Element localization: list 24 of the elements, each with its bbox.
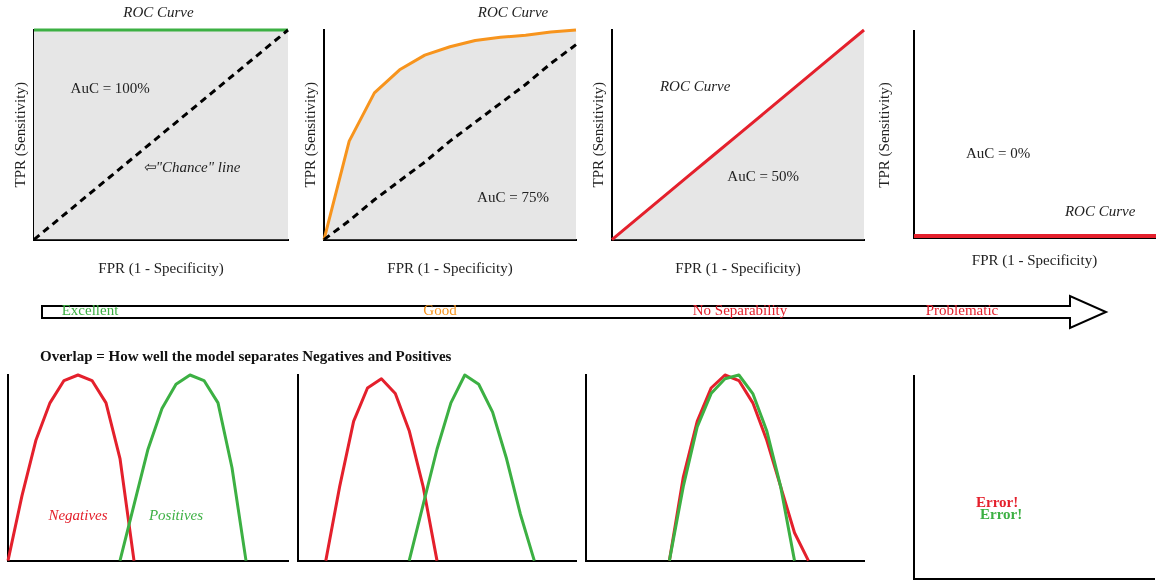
annotation: Negatives — [47, 506, 108, 523]
text: ROC Curve — [1063, 203, 1137, 221]
y-axis-title: TPR (Sensitivity) — [11, 82, 29, 188]
annotation: AuC = 50% — [727, 167, 800, 184]
x-axis-title: FPR (1 - Specificity) — [387, 259, 513, 277]
text: TPR (Sensitivity) — [875, 82, 893, 188]
x-axis-title: FPR (1 - Specificity) — [98, 259, 224, 277]
text: Overlap = How well the model separates Negatives and Positives — [40, 348, 452, 365]
text: ROC Curve — [122, 4, 194, 21]
text: ROC Curve — [476, 4, 549, 21]
y-axis-title: TPR (Sensitivity) — [301, 82, 319, 188]
text: AuC = 0% — [964, 145, 1032, 163]
annotation: ROC Curve — [658, 77, 731, 94]
text: Excellent — [60, 302, 120, 319]
annotation: ⇦"Chance" line — [142, 159, 241, 176]
x-axis-title: FPR (1 - Specificity) — [675, 259, 801, 277]
text: Problematic — [924, 302, 1000, 319]
text: FPR (1 - Specificity) — [970, 252, 1099, 269]
annotation: Positives — [147, 506, 204, 523]
annotation: AuC = 75% — [477, 188, 549, 205]
y-axis-title: TPR (Sensitivity) — [589, 82, 607, 188]
text: Good — [422, 302, 458, 319]
text: No Separability — [691, 302, 789, 319]
annotation: AuC = 100% — [70, 79, 150, 96]
